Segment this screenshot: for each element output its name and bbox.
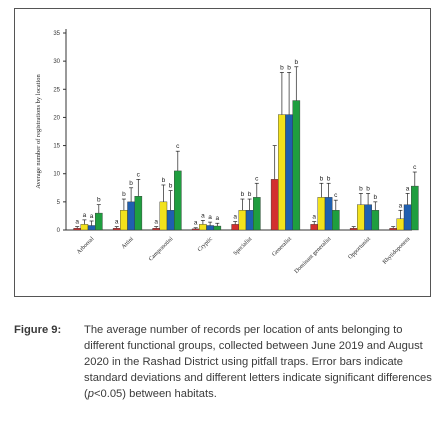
significance-letter: b	[122, 191, 126, 198]
significance-letter: b	[248, 191, 252, 198]
bar	[403, 204, 412, 231]
bar	[389, 228, 398, 231]
significance-letter: b	[320, 175, 324, 182]
bar	[80, 224, 89, 231]
chart: 0 5 10 15 20 25 30 35 Average number of registra…	[35, 29, 419, 275]
significance-letter: a	[215, 215, 219, 222]
y-tick-label: 15	[53, 144, 60, 150]
bar	[87, 225, 96, 231]
significance-letter: a	[399, 202, 403, 209]
caption-text-part: The average number of records per locati…	[84, 324, 432, 400]
significance-letter: b	[162, 177, 166, 184]
bar	[317, 197, 326, 231]
category-label: Dominant generalist	[294, 236, 333, 275]
significance-letter: b	[129, 180, 133, 187]
category-label: Arboreal	[76, 236, 96, 256]
bar	[112, 228, 121, 231]
category-label: Attini	[121, 236, 135, 250]
significance-letter: a	[194, 220, 198, 227]
significance-letter: a	[154, 219, 158, 226]
y-tick-label: 35	[53, 31, 60, 37]
bar	[159, 201, 168, 231]
category-label: Generalist	[271, 236, 293, 258]
y-tick-label: 0	[57, 228, 61, 234]
bar	[166, 210, 175, 231]
bar	[120, 210, 128, 231]
significance-letter: a	[90, 213, 94, 220]
bar	[213, 225, 222, 231]
significance-letter: b	[366, 185, 370, 192]
bar	[73, 228, 81, 231]
caption-p-symbol: p	[87, 388, 94, 400]
bar	[134, 196, 143, 231]
bar	[245, 210, 254, 231]
bar	[310, 224, 319, 231]
significance-letter: a	[312, 214, 316, 221]
y-tick-label: 5	[57, 200, 61, 206]
bar	[173, 170, 182, 231]
category-label: Opportunist	[347, 236, 372, 261]
bar	[332, 210, 340, 231]
category-label: Rhytidoponera	[382, 236, 412, 266]
caption-text: The average number of records per locati…	[84, 322, 434, 402]
bar	[278, 114, 286, 231]
bar	[152, 228, 161, 231]
significance-letter: a	[83, 212, 87, 219]
significance-letter: c	[176, 143, 180, 150]
bar	[292, 100, 301, 231]
bar	[396, 218, 405, 231]
bar	[371, 210, 380, 231]
bar	[349, 228, 358, 231]
y-tick-label: 10	[53, 172, 60, 178]
category-label: Camponotini	[148, 236, 175, 263]
significance-letter: b	[280, 64, 284, 71]
bar	[94, 212, 103, 231]
significance-letter: b	[287, 64, 291, 71]
category-label: Cryptic	[197, 236, 214, 253]
bar	[127, 201, 135, 231]
bar	[364, 204, 372, 231]
significance-letter: a	[115, 219, 119, 226]
bar	[191, 228, 200, 231]
figure-frame	[14, 8, 431, 297]
bar	[206, 225, 214, 231]
y-tick-label: 20	[53, 115, 60, 121]
significance-letter: a	[406, 185, 410, 192]
bar	[252, 197, 261, 231]
significance-letter: a	[75, 219, 79, 226]
significance-letter: b	[373, 194, 377, 201]
significance-letter: c	[413, 164, 417, 171]
bar	[411, 185, 419, 231]
significance-letter: b	[359, 185, 363, 192]
significance-letter: b	[169, 183, 173, 190]
y-axis-title: Average number of registrations by locat…	[35, 74, 42, 189]
bar	[238, 210, 247, 231]
y-tick-label: 25	[53, 87, 60, 93]
bar	[357, 204, 365, 231]
significance-letter: b	[327, 175, 331, 182]
significance-letter: c	[255, 175, 259, 182]
caption-text-part: <0.05) between habitats.	[93, 388, 217, 400]
bar	[324, 197, 333, 231]
y-tick-label: 30	[53, 59, 60, 65]
significance-letter: b	[294, 59, 298, 66]
significance-letter: a	[208, 214, 212, 221]
significance-letter: a	[233, 214, 237, 221]
bar	[270, 179, 279, 231]
bar	[231, 224, 240, 231]
caption-label: Figure 9:	[14, 324, 62, 336]
significance-letter: c	[334, 192, 338, 199]
bar	[199, 224, 207, 231]
significance-letter: c	[137, 171, 141, 178]
significance-letter: a	[201, 212, 205, 219]
significance-letter: b	[241, 191, 245, 198]
bar	[285, 114, 293, 231]
category-label: Specialist	[233, 236, 254, 257]
significance-letter: b	[97, 197, 101, 204]
